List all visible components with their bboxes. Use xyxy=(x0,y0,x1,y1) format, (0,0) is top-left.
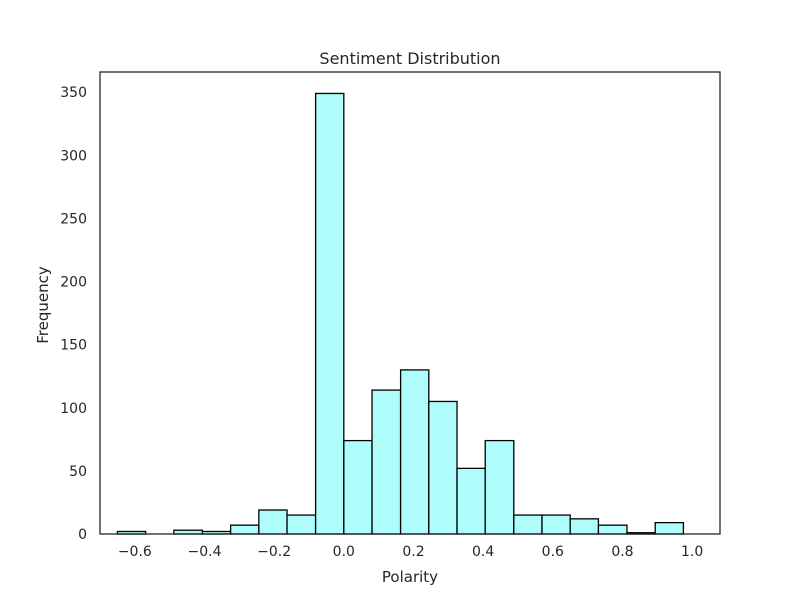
histogram-bar xyxy=(513,514,543,535)
histogram-bar xyxy=(258,509,288,535)
y-tick-label: 50 xyxy=(69,464,87,480)
y-tick-label: 0 xyxy=(78,527,87,543)
x-tick-label: −0.4 xyxy=(187,544,221,560)
y-axis: 0 50 100 150 200 250 300 350 xyxy=(60,85,87,543)
histogram-bar xyxy=(456,467,486,535)
y-tick-label: 300 xyxy=(60,148,87,164)
x-tick-label: −0.6 xyxy=(118,544,152,560)
histogram-bar xyxy=(399,369,430,535)
histogram-bar xyxy=(654,521,685,535)
y-tick-label: 350 xyxy=(60,85,87,101)
x-tick-label: 1.0 xyxy=(681,544,703,560)
chart-title: Sentiment Distribution xyxy=(319,49,500,68)
histogram-bar xyxy=(314,92,345,535)
x-tick-label: 0.2 xyxy=(402,544,424,560)
histogram-bar xyxy=(286,514,317,535)
y-tick-label: 250 xyxy=(60,211,87,227)
x-axis-label: Polarity xyxy=(382,568,438,586)
histogram-bar xyxy=(541,514,571,535)
x-tick-label: 0.0 xyxy=(333,544,355,560)
x-tick-label: −0.2 xyxy=(257,544,291,560)
plot-frame xyxy=(99,71,721,535)
x-tick-label: 0.8 xyxy=(611,544,633,560)
histogram-bar xyxy=(229,524,260,535)
histogram-bar xyxy=(371,389,402,535)
bars-group xyxy=(116,92,685,535)
x-tick-label: 0.6 xyxy=(542,544,564,560)
x-axis: −0.6 −0.4 −0.2 0.0 0.2 0.4 0.6 0.8 1.0 xyxy=(118,544,703,560)
histogram-bar xyxy=(597,524,628,535)
histogram-bar xyxy=(428,400,458,535)
x-tick-label: 0.4 xyxy=(472,544,494,560)
histogram-bar xyxy=(569,518,600,535)
y-axis-label: Frequency xyxy=(34,266,52,344)
y-tick-label: 150 xyxy=(60,338,87,354)
y-tick-label: 200 xyxy=(60,275,87,291)
histogram-bar xyxy=(484,439,515,535)
y-tick-label: 100 xyxy=(60,401,87,417)
histogram-bar xyxy=(343,439,373,535)
